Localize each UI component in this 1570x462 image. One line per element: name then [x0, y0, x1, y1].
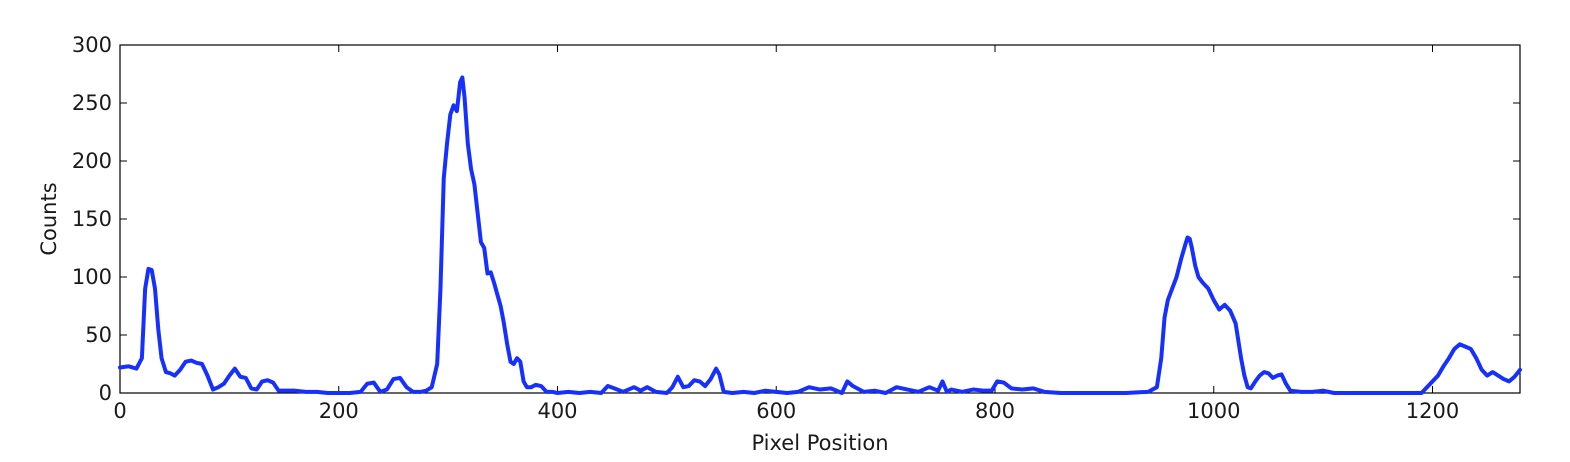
x-tick-label: 200	[319, 399, 359, 423]
x-tick-label: 1200	[1406, 399, 1459, 423]
y-tick-label: 50	[85, 323, 112, 347]
y-axis-ticks	[120, 44, 1520, 394]
x-tick-label: 0	[113, 399, 126, 423]
y-tick-label: 200	[72, 149, 112, 173]
x-axis-title: Pixel Position	[751, 431, 888, 455]
y-axis-title: Counts	[37, 182, 61, 255]
x-tick-label: 600	[756, 399, 796, 423]
plot-area-frame	[119, 44, 1521, 394]
y-tick-label: 100	[72, 265, 112, 289]
y-axis-tick-labels: 0 50 100 150 200 250 300	[72, 33, 112, 405]
x-axis-ticks	[119, 45, 1433, 393]
y-tick-label: 0	[99, 381, 112, 405]
y-tick-label: 150	[72, 207, 112, 231]
x-tick-label: 800	[975, 399, 1015, 423]
x-tick-label: 1000	[1187, 399, 1240, 423]
y-tick-label: 250	[72, 91, 112, 115]
series-group	[118, 75, 1522, 395]
x-tick-label: 400	[537, 399, 577, 423]
y-tick-label: 300	[72, 33, 112, 57]
x-axis-tick-labels: 0 200 400 600 800 1000 1200	[113, 399, 1459, 423]
series-line	[118, 75, 1522, 395]
